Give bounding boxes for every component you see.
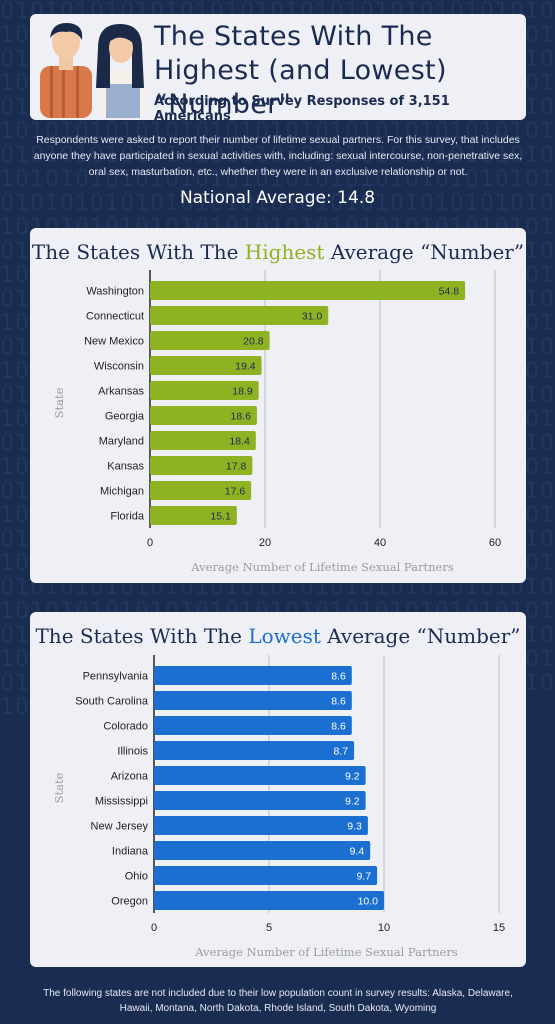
lowest-chart-card: The States With The Lowest Average “Numb… <box>30 612 526 967</box>
highest-value-label: 17.6 <box>225 486 246 498</box>
highest-value-label: 20.8 <box>243 336 264 348</box>
highest-bar <box>150 281 466 300</box>
highest-x-tick-label: 60 <box>489 537 501 549</box>
title-highlight: Lowest <box>248 624 321 648</box>
header-card: The States With The Highest (and Lowest)… <box>30 14 526 124</box>
highest-category-label: Connecticut <box>86 311 144 323</box>
highest-bar <box>150 506 237 525</box>
lowest-category-label: Illinois <box>117 746 148 758</box>
national-average: National Average: 14.8 <box>179 188 376 208</box>
title-highlight: Highest <box>244 240 325 264</box>
lowest-bar <box>154 666 352 685</box>
intro-text: Respondents were asked to report their n… <box>33 134 523 178</box>
lowest-category-label: Arizona <box>111 771 149 783</box>
highest-category-label: Washington <box>86 286 144 298</box>
highest-category-label: Arkansas <box>98 386 144 398</box>
lowest-value-label: 9.2 <box>345 771 360 783</box>
lowest-bar <box>154 866 378 885</box>
highest-category-label: New Mexico <box>84 336 144 348</box>
highest-category-label: Michigan <box>100 486 144 498</box>
lowest-x-tick-label: 10 <box>378 922 390 934</box>
lowest-bar <box>154 766 366 785</box>
page-subtitle: According to Survey Responses of 3,151 A… <box>154 94 450 124</box>
lowest-category-label: Colorado <box>103 721 148 733</box>
highest-bar <box>150 331 270 350</box>
lowest-bar <box>154 791 366 810</box>
page-title: The States With The Highest (and Lowest)… <box>154 21 447 120</box>
lowest-x-tick-label: 5 <box>266 922 272 934</box>
lowest-value-label: 8.6 <box>331 696 346 708</box>
highest-bar <box>150 456 253 475</box>
highest-bar <box>150 356 262 375</box>
highest-value-label: 18.9 <box>232 386 253 398</box>
highest-x-axis-title: Average Number of Lifetime Sexual Partne… <box>190 560 454 574</box>
highest-x-tick-label: 0 <box>147 537 153 549</box>
highest-chart-title: The States With The Highest Average “Num… <box>30 240 526 264</box>
highest-bar <box>150 481 252 500</box>
highest-value-label: 15.1 <box>210 511 231 523</box>
title-part: The States With The <box>31 240 245 264</box>
highest-bar <box>150 406 257 425</box>
highest-y-axis-title: State <box>52 387 66 418</box>
lowest-bar <box>154 841 371 860</box>
lowest-category-label: Ohio <box>125 871 148 883</box>
highest-value-label: 18.4 <box>229 436 250 448</box>
highest-x-tick-label: 20 <box>259 537 271 549</box>
lowest-bar <box>154 816 368 835</box>
lowest-value-label: 8.6 <box>331 671 346 683</box>
highest-value-label: 31.0 <box>302 311 323 323</box>
lowest-category-label: New Jersey <box>91 821 149 833</box>
lowest-category-label: Pennsylvania <box>83 671 149 683</box>
lowest-category-label: Oregon <box>111 896 148 908</box>
highest-bar <box>150 431 256 450</box>
lowest-category-label: Indiana <box>112 846 149 858</box>
lowest-bar <box>154 716 352 735</box>
title-part: Average “Number” <box>320 624 521 648</box>
lowest-x-tick-label: 15 <box>493 922 505 934</box>
couple-illustration <box>40 22 146 118</box>
lowest-value-label: 9.2 <box>345 796 360 808</box>
title-part: Average “Number” <box>324 240 525 264</box>
lowest-value-label: 8.7 <box>333 746 348 758</box>
lowest-chart: 0 5 10 15 Pennsylvania 8.6 South Carolina 8.6 Co… <box>52 655 505 959</box>
lowest-chart-title: The States With The Lowest Average “Numb… <box>30 624 526 648</box>
lowest-value-label: 8.6 <box>331 721 346 733</box>
highest-value-label: 17.8 <box>226 461 247 473</box>
lowest-x-tick-label: 0 <box>151 922 157 934</box>
title-part: The States With The <box>35 624 249 648</box>
lowest-bar <box>154 741 355 760</box>
highest-category-label: Kansas <box>107 461 144 473</box>
lowest-x-axis-title: Average Number of Lifetime Sexual Partne… <box>194 945 458 959</box>
lowest-bar <box>154 691 352 710</box>
highest-value-label: 18.6 <box>231 411 252 423</box>
lowest-bar <box>154 891 384 910</box>
lowest-value-label: 10.0 <box>358 896 379 908</box>
highest-category-label: Florida <box>110 511 145 523</box>
highest-category-label: Georgia <box>105 411 145 423</box>
lowest-y-axis-title: State <box>52 772 66 803</box>
lowest-category-label: South Carolina <box>75 696 149 708</box>
highest-category-label: Wisconsin <box>94 361 144 373</box>
footnote: The following states are not included du… <box>43 988 513 1014</box>
highest-x-tick-label: 40 <box>374 537 386 549</box>
lowest-value-label: 9.4 <box>350 846 365 858</box>
highest-chart: 0 20 40 60 Washington 54.8 Connecticut 31.0 New … <box>52 270 501 574</box>
highest-category-label: Maryland <box>99 436 144 448</box>
highest-value-label: 19.4 <box>235 361 256 373</box>
lowest-value-label: 9.7 <box>356 871 371 883</box>
highest-value-label: 54.8 <box>439 286 460 298</box>
lowest-value-label: 9.3 <box>347 821 362 833</box>
highest-bar <box>150 306 329 325</box>
highest-bar <box>150 381 259 400</box>
lowest-category-label: Mississippi <box>95 796 148 808</box>
highest-chart-card: The States With The Highest Average “Num… <box>30 228 526 583</box>
